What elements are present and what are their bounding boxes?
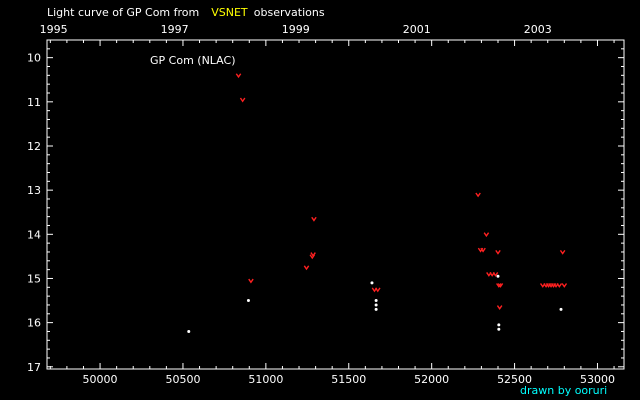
y-tick-label: 17 — [27, 361, 41, 374]
title-suffix: observations — [254, 6, 325, 19]
year-tick-label: 1997 — [161, 23, 189, 36]
y-tick-label: 14 — [27, 228, 41, 241]
plot-frame — [46, 39, 625, 370]
upper-limit-point — [561, 283, 568, 288]
y-tick-label: 11 — [27, 96, 41, 109]
x-tick-label: 50000 — [83, 373, 118, 386]
detection-point — [370, 281, 374, 285]
detection-point — [246, 299, 250, 303]
upper-limit-point — [311, 216, 317, 222]
year-tick-label: 2001 — [403, 23, 431, 36]
upper-limit-point — [483, 232, 490, 238]
x-tick-label: 52000 — [414, 373, 449, 386]
upper-limit-point — [495, 249, 501, 255]
footer-credit: drawn by ooruri — [520, 384, 607, 397]
detection-point — [496, 274, 500, 278]
y-tick-label: 16 — [27, 317, 41, 330]
title-highlight: VSNET — [211, 6, 248, 19]
detection-point — [497, 323, 501, 327]
data-points — [187, 73, 568, 333]
detection-point — [374, 303, 378, 307]
y-tick-label: 12 — [27, 140, 41, 153]
upper-limit-point — [492, 272, 499, 277]
x-tick-label: 51500 — [331, 373, 366, 386]
year-tick-label: 1999 — [282, 23, 310, 36]
upper-limit-point — [556, 283, 563, 288]
detection-point — [187, 329, 191, 333]
upper-limit-point — [303, 265, 310, 271]
year-tick-label: 2003 — [524, 23, 552, 36]
upper-limit-point — [235, 73, 242, 79]
star-label: GP Com (NLAC) — [150, 54, 235, 67]
upper-limit-point — [475, 192, 481, 198]
upper-limit-point — [497, 283, 504, 288]
detection-point — [374, 307, 378, 311]
x-tick-label: 51000 — [248, 373, 283, 386]
upper-limit-point — [480, 247, 486, 253]
y-tick-label: 15 — [27, 272, 41, 285]
upper-limit-point — [239, 97, 246, 103]
y-axis: 10 11 12 13 14 15 16 17 — [27, 39, 624, 374]
upper-limit-point — [310, 252, 316, 258]
detection-point — [374, 299, 378, 303]
upper-limit-point — [375, 287, 381, 293]
upper-limit-point — [496, 305, 503, 311]
x-tick-label: 52500 — [497, 373, 532, 386]
x-tick-label: 53000 — [580, 373, 615, 386]
x-tick-label: 50500 — [165, 373, 200, 386]
upper-limit-point — [559, 249, 566, 255]
year-tick-label: 1995 — [40, 23, 68, 36]
title-prefix: Light curve of GP Com from — [47, 6, 199, 19]
detection-point — [559, 307, 563, 311]
x-axis: 50000 50500 51000 51500 52000 52500 53000 — [49, 40, 615, 386]
upper-limit-point — [496, 283, 502, 288]
y-tick-label: 13 — [27, 184, 41, 197]
detection-point — [497, 327, 501, 331]
upper-limit-point — [248, 278, 254, 284]
year-axis: 1995 1997 1999 2001 2003 — [40, 23, 552, 36]
y-tick-label: 10 — [27, 52, 41, 65]
chart-title: Light curve of GP Com from VSNET observati… — [47, 6, 325, 19]
